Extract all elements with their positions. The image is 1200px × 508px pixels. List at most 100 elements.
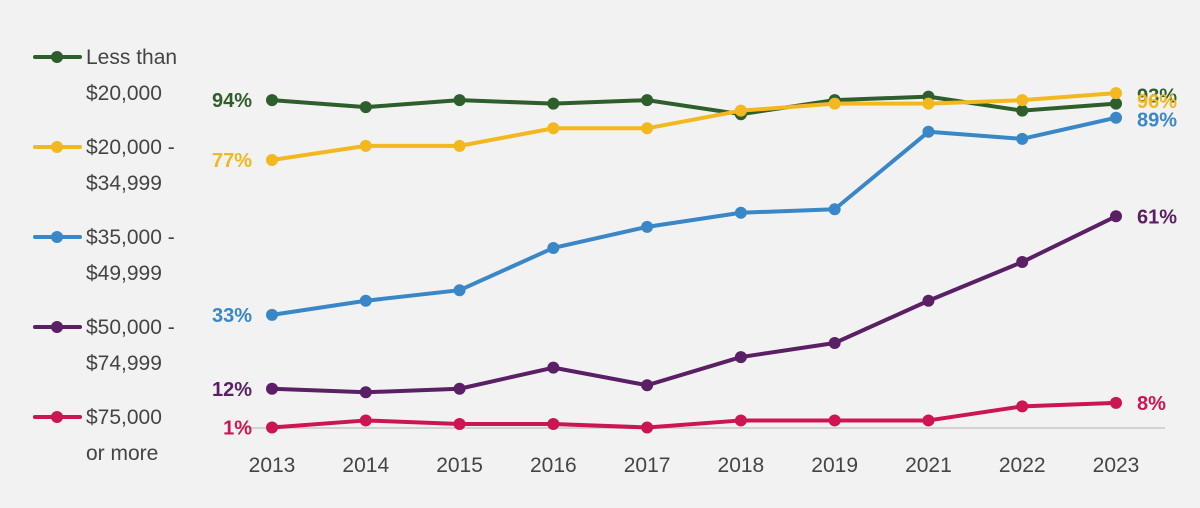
data-point <box>453 382 466 395</box>
data-point <box>922 125 935 138</box>
legend-label: $20,000 - <box>86 136 175 159</box>
data-point <box>1110 111 1122 124</box>
data-point <box>641 94 654 107</box>
data-point <box>734 351 747 364</box>
data-point <box>359 414 372 427</box>
legend-marker <box>51 321 63 333</box>
series-3 <box>266 111 1122 321</box>
data-labels: 94% 93% 77% 96% 33% 89% 12% 61% 1% 8% <box>212 86 1177 440</box>
legend-label: $49,999 <box>86 262 162 285</box>
data-point <box>266 94 278 107</box>
series-4 <box>266 210 1122 399</box>
data-point <box>453 417 466 430</box>
data-point <box>641 220 654 233</box>
end-value-label: 8% <box>1137 393 1166 415</box>
x-tick-label: 2013 <box>249 454 296 477</box>
data-point <box>828 203 841 216</box>
data-point <box>453 139 466 152</box>
x-tick-label: 2017 <box>624 454 671 477</box>
series-1 <box>266 90 1122 121</box>
end-value-label: 96% <box>1137 91 1177 113</box>
series-line <box>270 214 1118 395</box>
data-point <box>1110 396 1122 409</box>
legend: Less than $20,000 $20,000 - $34,999 $35,000 … <box>33 46 177 465</box>
data-point <box>1110 87 1122 100</box>
legend-item: $20,000 - $34,999 <box>33 136 175 195</box>
data-point <box>641 122 654 135</box>
legend-marker <box>51 231 63 243</box>
series-line <box>270 91 1118 162</box>
data-point <box>922 97 935 110</box>
legend-label: or more <box>86 442 158 465</box>
start-value-label: 94% <box>212 90 252 112</box>
end-value-label: 93% <box>1137 86 1177 108</box>
x-tick-label: 2014 <box>342 454 389 477</box>
legend-item: Less than $20,000 <box>33 46 177 105</box>
data-point <box>547 122 560 135</box>
legend-marker <box>51 51 63 63</box>
data-point <box>1016 94 1029 107</box>
legend-label: Less than <box>86 46 177 69</box>
data-point <box>1016 400 1029 413</box>
series-5 <box>266 396 1122 434</box>
start-value-label: 33% <box>212 305 252 327</box>
data-point <box>266 421 278 434</box>
x-tick-label: 2016 <box>530 454 577 477</box>
legend-marker <box>51 411 63 423</box>
series-line <box>270 115 1118 317</box>
data-point <box>922 294 935 307</box>
data-point <box>453 94 466 107</box>
data-point <box>359 386 372 399</box>
x-tick-label: 2021 <box>905 454 952 477</box>
legend-label: $34,999 <box>86 172 162 195</box>
start-value-label: 12% <box>212 379 252 401</box>
legend-item: $75,000 or more <box>33 406 162 465</box>
x-tick-label: 2022 <box>999 454 1046 477</box>
series-2 <box>266 87 1122 166</box>
data-point <box>359 101 372 114</box>
legend-label: $74,999 <box>86 352 162 375</box>
legend-marker <box>51 141 63 153</box>
data-point <box>734 104 747 117</box>
legend-item: $35,000 - $49,999 <box>33 226 175 285</box>
data-point <box>266 382 278 395</box>
legend-label: $50,000 - <box>86 316 175 339</box>
data-point <box>734 414 747 427</box>
data-point <box>922 414 935 427</box>
data-point <box>359 139 372 152</box>
data-point <box>547 361 560 374</box>
data-point <box>266 308 278 321</box>
legend-label: $20,000 <box>86 82 162 105</box>
plot-area <box>266 87 1122 434</box>
data-point <box>266 153 278 166</box>
x-tick-label: 2019 <box>811 454 858 477</box>
end-value-label: 61% <box>1137 206 1177 228</box>
x-tick-label: 2015 <box>436 454 483 477</box>
start-value-label: 77% <box>212 150 252 172</box>
data-point <box>1016 132 1029 145</box>
data-point <box>641 421 654 434</box>
data-point <box>1110 97 1122 110</box>
x-axis-ticks: 2013 2014 2015 2016 2017 2018 2019 2021 2022 2023 <box>249 454 1140 477</box>
data-point <box>641 379 654 392</box>
data-point <box>453 284 466 297</box>
series-line <box>270 94 1118 117</box>
data-point <box>828 337 841 349</box>
x-tick-label: 2023 <box>1093 454 1140 477</box>
legend-label: $35,000 - <box>86 226 175 249</box>
data-point <box>828 414 841 427</box>
legend-item: $50,000 - $74,999 <box>33 316 175 375</box>
series-line <box>270 400 1118 430</box>
end-value-label: 89% <box>1137 110 1177 132</box>
start-value-label: 1% <box>223 417 252 439</box>
data-point <box>547 97 560 110</box>
data-point <box>547 241 560 254</box>
data-point <box>734 206 747 219</box>
data-point <box>1110 210 1122 223</box>
data-point <box>547 417 560 430</box>
data-point <box>359 294 372 307</box>
data-point <box>1016 256 1029 269</box>
legend-label: $75,000 <box>86 406 162 429</box>
